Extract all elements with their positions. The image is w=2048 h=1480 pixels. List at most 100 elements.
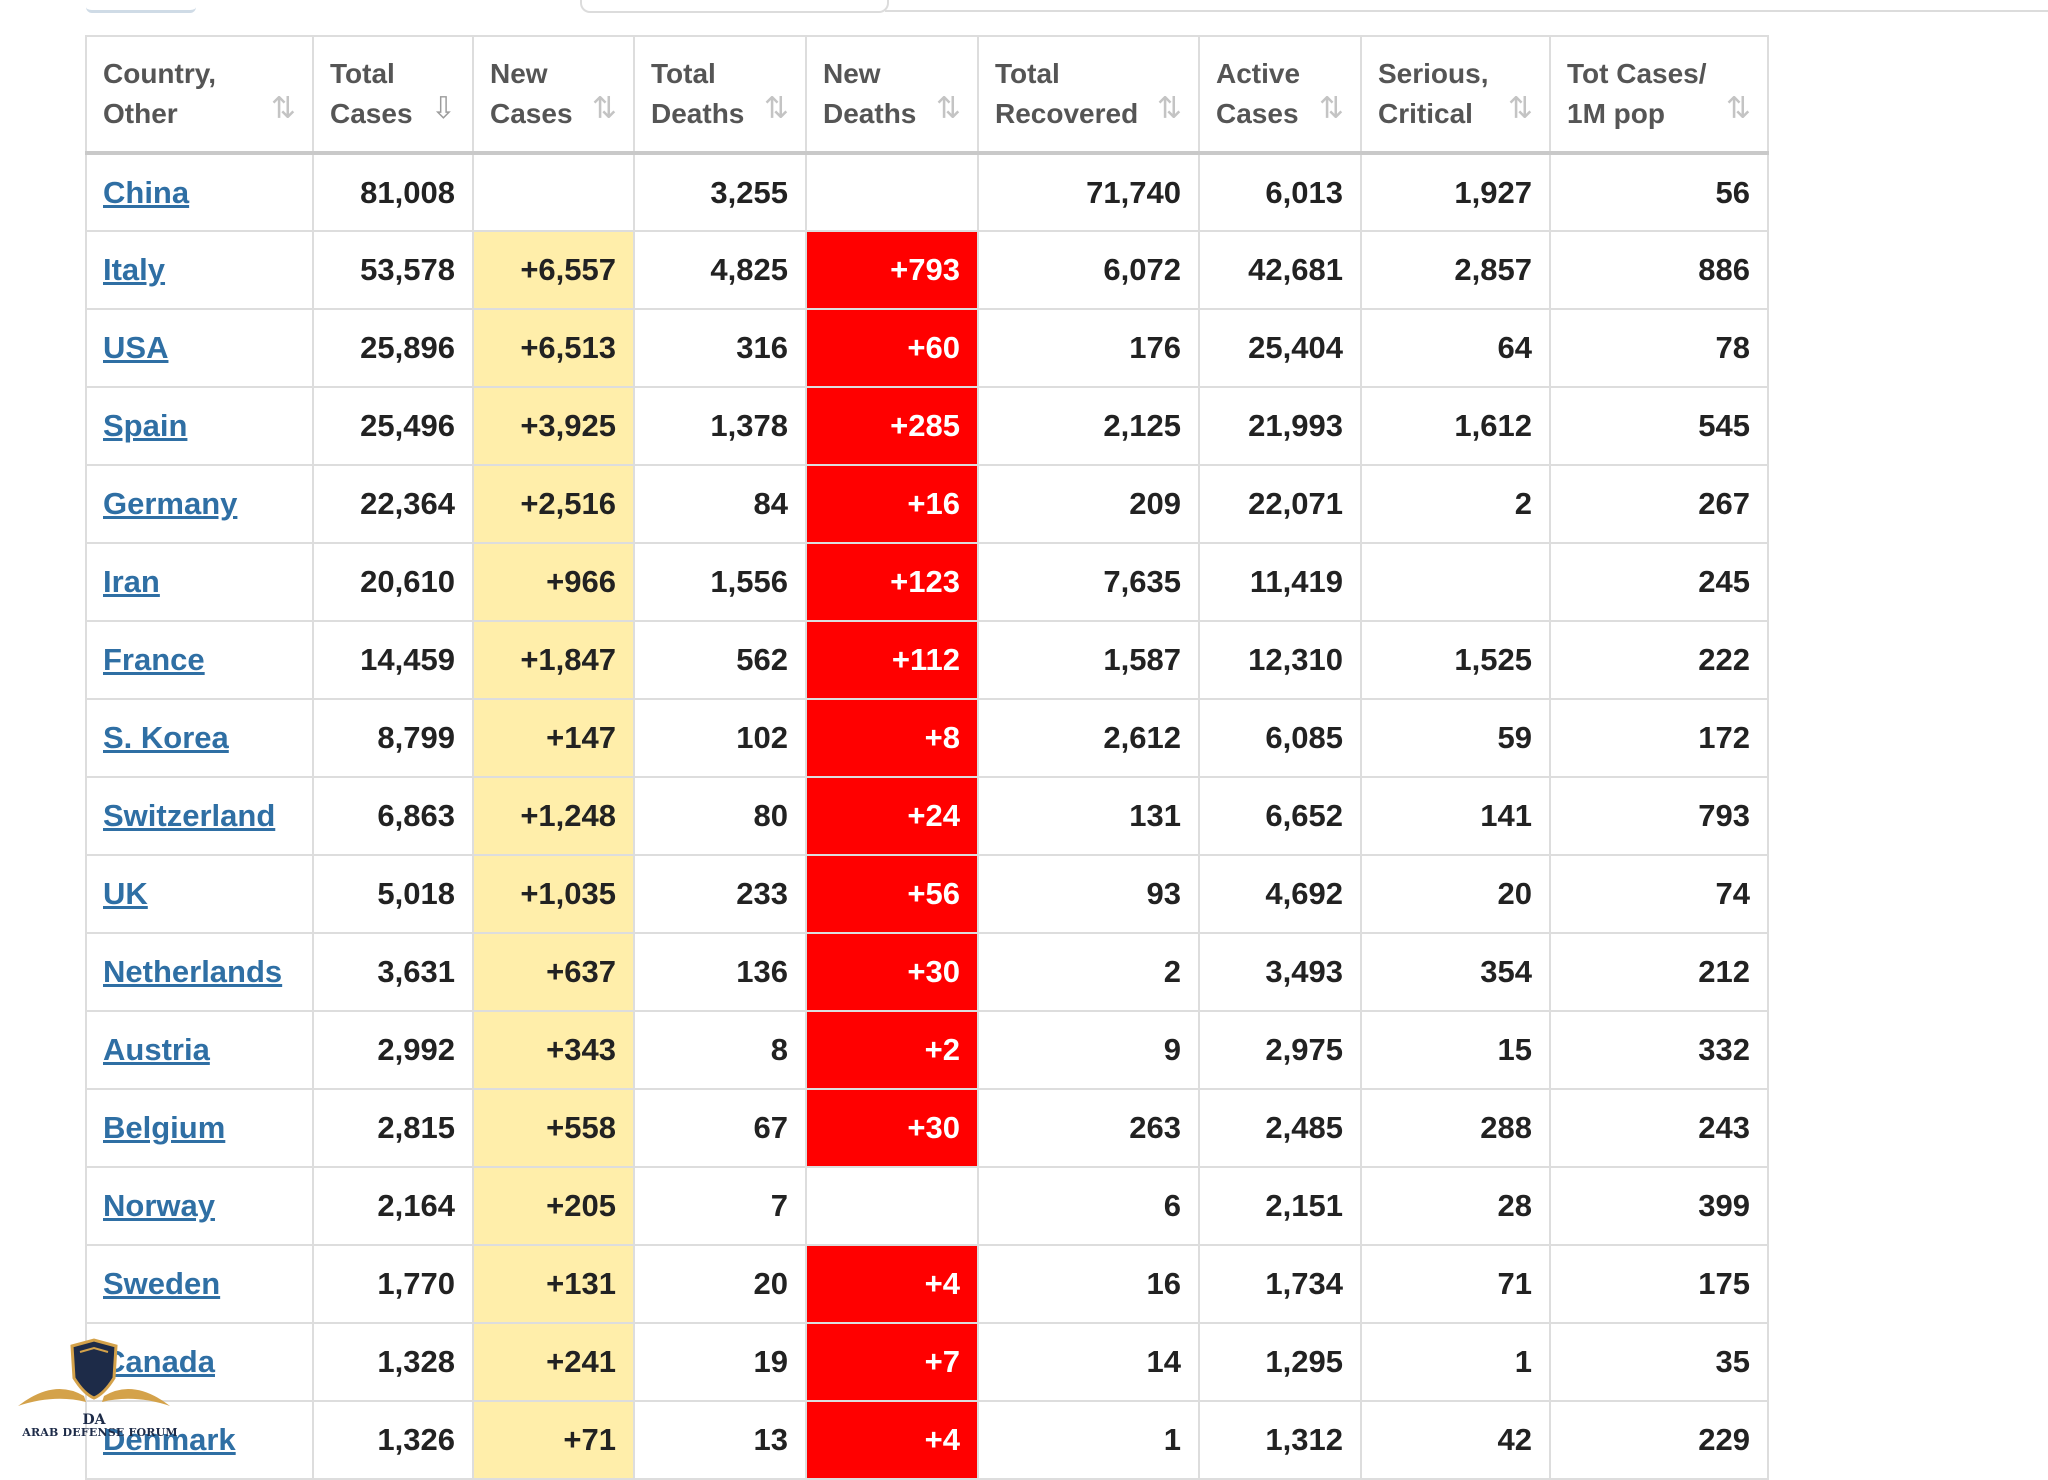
country-link[interactable]: Sweden <box>103 1266 221 1301</box>
country-cell: USA <box>85 308 314 388</box>
country-link[interactable]: China <box>103 174 190 210</box>
column-header-1[interactable]: Total Cases ⇩ <box>312 35 474 155</box>
column-header-4[interactable]: New Deaths ⇅ <box>805 35 979 155</box>
total-cases-cell: 2,992 <box>312 1010 474 1090</box>
active-cases-cell: 25,404 <box>1198 308 1362 388</box>
total-cases-cell: 25,496 <box>312 386 474 466</box>
country-cell: Netherlands <box>85 932 314 1012</box>
active-cases-cell: 12,310 <box>1198 620 1362 700</box>
column-header-3[interactable]: Total Deaths ⇅ <box>633 35 807 155</box>
country-link[interactable]: Spain <box>103 408 188 443</box>
cases-per-1m-cell: 56 <box>1549 152 1769 232</box>
total-recovered-cell: 263 <box>977 1088 1200 1168</box>
total-deaths-cell: 8 <box>633 1010 807 1090</box>
new-deaths-cell: +56 <box>805 854 979 934</box>
column-header-2[interactable]: New Cases ⇅ <box>472 35 635 155</box>
total-cases-cell: 14,459 <box>312 620 474 700</box>
country-cell: Germany <box>85 464 314 544</box>
tab-fragment[interactable] <box>86 0 196 13</box>
eagle-shield-icon: DA <box>18 1338 170 1428</box>
sort-both-icon[interactable]: ⇅ <box>1156 92 1182 125</box>
column-header-5[interactable]: Total Recovered ⇅ <box>977 35 1200 155</box>
new-deaths-cell: +285 <box>805 386 979 466</box>
country-link[interactable]: USA <box>103 330 169 365</box>
new-deaths-cell: +4 <box>805 1400 979 1480</box>
new-cases-cell: +343 <box>472 1010 635 1090</box>
table-row: Iran 20,610 +966 1,556 +123 7,635 11,419 245 <box>85 542 1769 622</box>
total-cases-cell: 6,863 <box>312 776 474 856</box>
table-row: Norway 2,164 +205 7 6 2,151 28 399 <box>85 1166 1769 1246</box>
new-cases-cell: +1,248 <box>472 776 635 856</box>
new-cases-cell: +205 <box>472 1166 635 1246</box>
total-recovered-cell: 93 <box>977 854 1200 934</box>
cases-per-1m-cell: 399 <box>1549 1166 1769 1246</box>
new-deaths-cell: +30 <box>805 1088 979 1168</box>
active-cases-cell: 1,312 <box>1198 1400 1362 1480</box>
country-cell: Norway <box>85 1166 314 1246</box>
new-cases-cell: +966 <box>472 542 635 622</box>
cases-per-1m-cell: 267 <box>1549 464 1769 544</box>
column-header-6[interactable]: Active Cases ⇅ <box>1198 35 1362 155</box>
serious-critical-cell: 1,612 <box>1360 386 1551 466</box>
active-cases-cell: 3,493 <box>1198 932 1362 1012</box>
column-header-8[interactable]: Tot Cases/ 1M pop ⇅ <box>1549 35 1769 155</box>
new-deaths-cell: +4 <box>805 1244 979 1324</box>
table-row: Italy 53,578 +6,557 4,825 +793 6,072 42,681 2,8… <box>85 230 1769 310</box>
new-cases-cell: +241 <box>472 1322 635 1402</box>
active-cases-cell: 1,734 <box>1198 1244 1362 1324</box>
sort-both-icon[interactable]: ⇅ <box>270 92 296 125</box>
total-deaths-cell: 1,378 <box>633 386 807 466</box>
country-link[interactable]: France <box>103 642 205 677</box>
country-link[interactable]: Canada <box>103 1344 215 1379</box>
total-recovered-cell: 71,740 <box>977 152 1200 232</box>
total-cases-cell: 2,164 <box>312 1166 474 1246</box>
sort-both-icon[interactable]: ⇅ <box>1318 92 1344 125</box>
country-link[interactable]: Austria <box>103 1032 210 1067</box>
country-link[interactable]: S. Korea <box>103 720 229 755</box>
country-link[interactable]: Norway <box>103 1188 215 1223</box>
serious-critical-cell: 20 <box>1360 854 1551 934</box>
total-deaths-cell: 67 <box>633 1088 807 1168</box>
total-recovered-cell: 1 <box>977 1400 1200 1480</box>
active-cases-cell: 42,681 <box>1198 230 1362 310</box>
total-cases-cell: 1,770 <box>312 1244 474 1324</box>
country-link[interactable]: Denmark <box>103 1422 236 1457</box>
country-link[interactable]: UK <box>103 876 148 911</box>
country-link[interactable]: Germany <box>103 486 238 521</box>
search-fragment[interactable] <box>580 0 889 13</box>
new-deaths-cell: +16 <box>805 464 979 544</box>
cases-per-1m-cell: 222 <box>1549 620 1769 700</box>
table-row: Netherlands 3,631 +637 136 +30 2 3,493 354 212 <box>85 932 1769 1012</box>
column-header-label: Total Recovered <box>995 58 1139 129</box>
sort-both-icon[interactable]: ⇅ <box>1725 92 1751 125</box>
column-header-0[interactable]: Country, Other ⇅ <box>85 35 314 155</box>
table-row: Austria 2,992 +343 8 +2 9 2,975 15 332 <box>85 1010 1769 1090</box>
sort-desc-icon[interactable]: ⇩ <box>430 92 456 125</box>
country-cell: Switzerland <box>85 776 314 856</box>
country-link[interactable]: Switzerland <box>103 798 276 833</box>
country-link[interactable]: Italy <box>103 252 166 287</box>
cases-per-1m-cell: 175 <box>1549 1244 1769 1324</box>
cases-per-1m-cell: 172 <box>1549 698 1769 778</box>
sort-both-icon[interactable]: ⇅ <box>763 92 789 125</box>
country-cell: Belgium <box>85 1088 314 1168</box>
new-deaths-cell: +2 <box>805 1010 979 1090</box>
total-cases-cell: 53,578 <box>312 230 474 310</box>
country-link[interactable]: Iran <box>103 564 160 599</box>
column-header-label: New Deaths <box>823 58 917 129</box>
country-link[interactable]: Belgium <box>103 1110 226 1145</box>
total-cases-cell: 5,018 <box>312 854 474 934</box>
total-recovered-cell: 16 <box>977 1244 1200 1324</box>
total-recovered-cell: 131 <box>977 776 1200 856</box>
total-recovered-cell: 209 <box>977 464 1200 544</box>
country-cell: France <box>85 620 314 700</box>
country-link[interactable]: Netherlands <box>103 954 283 989</box>
country-cell: Canada <box>85 1322 314 1402</box>
active-cases-cell: 2,485 <box>1198 1088 1362 1168</box>
active-cases-cell: 21,993 <box>1198 386 1362 466</box>
total-deaths-cell: 1,556 <box>633 542 807 622</box>
sort-both-icon[interactable]: ⇅ <box>1507 92 1533 125</box>
column-header-7[interactable]: Serious, Critical ⇅ <box>1360 35 1551 155</box>
sort-both-icon[interactable]: ⇅ <box>935 92 961 125</box>
sort-both-icon[interactable]: ⇅ <box>591 92 617 125</box>
